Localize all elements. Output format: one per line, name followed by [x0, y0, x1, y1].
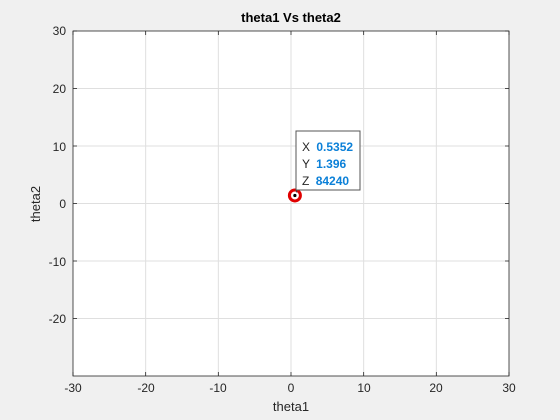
data-tip-y-row: Y 1.396: [302, 157, 346, 171]
data-tip-x-row: X 0.5352: [302, 140, 353, 154]
data-tip-y-value: 1.396: [316, 157, 346, 171]
y-tick-label-30: 30: [53, 24, 67, 38]
x-tick-label-1: -20: [137, 381, 155, 395]
y-tick-label-20: 20: [53, 82, 67, 96]
grid-lines: [73, 31, 509, 376]
y-axis-title: theta2: [28, 186, 43, 222]
data-tip-box: [295, 130, 361, 191]
data-tip: X 0.5352 Y 1.396 Z 84240: [295, 130, 361, 193]
y-tick-label-10: 10: [53, 140, 67, 154]
minimum-marker[interactable]: [287, 188, 302, 203]
y-tick-label-neg20: -20: [49, 312, 67, 326]
y-tick-label-neg10: -10: [49, 255, 67, 269]
chart-title: theta1 Vs theta2: [241, 10, 341, 25]
x-tick-label-6: 30: [502, 381, 516, 395]
data-tip-y-label: Y: [302, 157, 310, 171]
x-axis-title: theta1: [273, 399, 309, 414]
data-tip-x-label: X: [302, 140, 310, 154]
axis-ticks: [72, 30, 510, 376]
x-tick-label-3: 0: [288, 381, 295, 395]
x-tick-label-2: -10: [209, 381, 227, 395]
minimum-marker-ring: [287, 188, 302, 203]
y-tick-label-0: 0: [59, 197, 66, 211]
x-tick-label-5: 20: [429, 381, 443, 395]
minimum-marker-dot: [293, 193, 297, 198]
data-tip-z-row: Z 84240: [302, 174, 349, 188]
data-tip-z-value: 84240: [316, 174, 350, 188]
data-tip-x-value: 0.5352: [316, 140, 353, 154]
x-tick-label-0: -30: [64, 381, 82, 395]
data-tip-z-label: Z: [302, 174, 309, 188]
x-tick-label-4: 10: [357, 381, 371, 395]
